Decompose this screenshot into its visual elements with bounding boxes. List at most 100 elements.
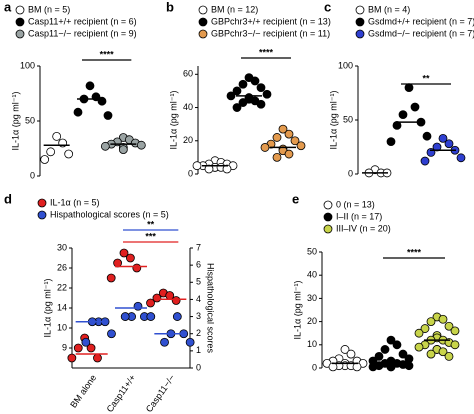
y-axis-label: IL-1α (pg ml⁻¹) xyxy=(292,281,302,340)
legend-marker xyxy=(355,17,365,27)
significance-label: **** xyxy=(407,247,422,257)
significance-label: **** xyxy=(259,47,274,57)
data-point xyxy=(136,140,146,150)
data-point xyxy=(120,312,130,321)
significance-label: ** xyxy=(147,219,155,229)
y2-tick-label: 6 xyxy=(196,260,201,270)
data-point xyxy=(438,133,448,143)
y-tick-label: 50 xyxy=(307,246,317,256)
data-point xyxy=(444,351,454,361)
data-point xyxy=(398,349,408,359)
y-tick-label: 0 xyxy=(312,362,317,372)
legend-marker xyxy=(198,17,208,27)
legend-label: Gsdmd−/− recipient (n = 7) xyxy=(368,28,474,38)
data-point xyxy=(262,89,272,99)
data-point xyxy=(450,326,460,336)
data-point xyxy=(284,149,294,159)
panel-letter: d xyxy=(4,191,12,206)
data-point xyxy=(380,345,390,354)
legend-marker xyxy=(323,224,333,234)
data-point xyxy=(107,329,116,339)
y-tick-label: 30 xyxy=(57,242,67,252)
panel-letter: c xyxy=(324,0,331,14)
y-axis-label: IL-1α (pg ml⁻¹) xyxy=(42,279,52,338)
data-point xyxy=(260,143,270,152)
legend-label: GBPchr3+/+ recipient (n = 13) xyxy=(211,16,331,26)
y-tick-label: 9 xyxy=(62,342,67,352)
data-point xyxy=(52,131,62,141)
legend-label: BM (n = 4) xyxy=(368,4,410,14)
data-point xyxy=(146,298,155,308)
y-tick-label: 0 xyxy=(30,170,35,180)
data-point xyxy=(256,99,266,109)
y-tick-label: 40 xyxy=(183,102,193,112)
panel-letter: e xyxy=(292,191,299,206)
data-point xyxy=(46,147,56,157)
data-point xyxy=(250,76,260,86)
significance-label: **** xyxy=(100,49,115,59)
legend-marker xyxy=(37,198,47,208)
data-point xyxy=(85,81,95,91)
data-point xyxy=(171,296,181,305)
y2-tick-label: 1 xyxy=(196,345,201,355)
data-point xyxy=(100,141,110,151)
data-point xyxy=(340,345,350,354)
x-tick-label: BM alone xyxy=(68,373,98,410)
data-point xyxy=(238,79,248,89)
y-tick-label: 0 xyxy=(188,168,193,178)
data-point xyxy=(232,103,242,112)
data-point xyxy=(444,321,454,331)
data-point xyxy=(426,349,436,359)
data-point xyxy=(86,343,96,353)
legend-marker xyxy=(355,29,365,39)
y2-tick-label: 0 xyxy=(196,362,201,372)
data-point xyxy=(438,314,448,324)
data-point xyxy=(438,347,448,357)
data-point xyxy=(133,301,143,311)
legend-label: I–II (n = 17) xyxy=(336,211,382,221)
data-point xyxy=(392,340,402,350)
legend-marker xyxy=(323,200,333,210)
data-point xyxy=(278,124,288,134)
y-tick-label: 10 xyxy=(57,322,67,332)
data-point xyxy=(272,133,282,142)
y-tick-label: 20 xyxy=(307,316,317,326)
data-point xyxy=(192,161,202,171)
data-point xyxy=(146,312,156,321)
data-point xyxy=(73,343,83,353)
data-point xyxy=(290,136,300,146)
data-point xyxy=(410,102,420,112)
y2-tick-label: 3 xyxy=(196,311,201,321)
legend-marker xyxy=(37,210,47,220)
data-point xyxy=(64,149,74,159)
legend-label: GBPchr3−/− recipient (n = 11) xyxy=(211,28,330,38)
data-point xyxy=(444,139,454,149)
data-point xyxy=(426,317,436,327)
y-tick-label: 50 xyxy=(343,114,353,124)
data-point xyxy=(398,110,408,119)
panel-letter: b xyxy=(166,0,174,14)
data-point xyxy=(103,111,113,120)
data-point xyxy=(450,340,460,350)
y2-tick-label: 5 xyxy=(196,277,201,287)
y-axis-label: IL-1α (pg ml⁻¹) xyxy=(328,91,338,150)
y-tick-label: 60 xyxy=(183,69,193,79)
legend-label: Hispathological scores (n = 5) xyxy=(50,209,169,219)
data-point xyxy=(132,263,142,273)
data-point xyxy=(272,152,282,162)
data-point xyxy=(93,353,102,363)
y2-tick-label: 2 xyxy=(196,328,201,338)
data-point xyxy=(73,107,83,117)
legend-label: IL-1α (n = 5) xyxy=(50,197,99,207)
data-point xyxy=(422,131,432,141)
legend-label: BM (n = 12) xyxy=(211,4,258,14)
data-point xyxy=(386,137,396,147)
legend-marker xyxy=(15,29,25,39)
legend-marker xyxy=(198,29,208,39)
data-point xyxy=(432,142,442,152)
y-tick-label: 26 xyxy=(57,262,67,272)
legend-marker xyxy=(355,5,365,15)
data-point xyxy=(374,351,384,361)
data-point xyxy=(386,362,396,372)
